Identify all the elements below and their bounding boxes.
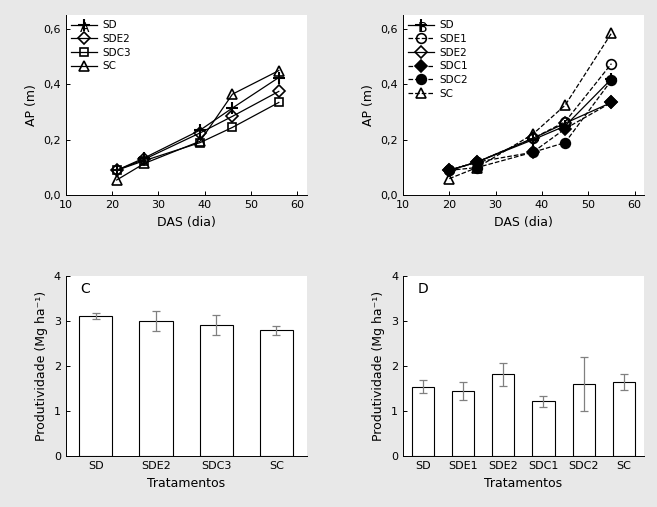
Y-axis label: AP (m): AP (m) (25, 84, 37, 126)
Line: SD: SD (443, 74, 617, 176)
SC (561, 102, 569, 108)
SDE2 (608, 99, 616, 105)
Line: SDE2: SDE2 (445, 98, 616, 174)
SDC1 (529, 149, 537, 155)
SC (229, 91, 237, 97)
Y-axis label: AP (m): AP (m) (362, 84, 375, 126)
Text: A: A (80, 21, 89, 34)
SDC1 (608, 99, 616, 105)
SC (275, 67, 283, 74)
Line: SDC1: SDC1 (445, 98, 616, 174)
SDC2 (608, 77, 616, 83)
Text: D: D (417, 282, 428, 296)
Bar (532, 402, 555, 456)
Legend: SD, SDE2, SDC3, SC: SD, SDE2, SDC3, SC (69, 18, 133, 74)
SC (113, 177, 121, 183)
Bar (613, 382, 635, 456)
SC (445, 175, 453, 182)
SDE2 (196, 130, 204, 136)
SDC1 (473, 159, 481, 165)
SDC2 (561, 139, 569, 146)
SDC3 (196, 139, 204, 146)
SC (529, 131, 537, 137)
SDC2 (445, 167, 453, 173)
SDE1 (561, 119, 569, 125)
SD (529, 137, 537, 143)
SD (141, 155, 148, 161)
SDC1 (445, 167, 453, 173)
Line: SDC3: SDC3 (112, 98, 283, 174)
Bar (79, 316, 112, 456)
Line: SC: SC (112, 66, 284, 185)
SDE1 (445, 167, 453, 173)
Bar (260, 330, 293, 456)
SDE1 (529, 135, 537, 141)
Line: SC: SC (444, 28, 616, 184)
SD (561, 123, 569, 129)
Line: SDC2: SDC2 (444, 76, 616, 175)
SDC3 (275, 99, 283, 105)
SDE2 (561, 120, 569, 126)
SD (113, 167, 121, 173)
X-axis label: DAS (dia): DAS (dia) (157, 215, 215, 229)
SD (445, 167, 453, 173)
X-axis label: Tratamentos: Tratamentos (147, 477, 225, 490)
Line: SD: SD (111, 72, 284, 176)
SDE2 (473, 159, 481, 165)
Y-axis label: Produtividade (Mg ha⁻¹): Produtividade (Mg ha⁻¹) (35, 291, 48, 442)
Bar (452, 391, 474, 456)
SDE2 (113, 167, 121, 173)
SD (608, 76, 616, 82)
SDE1 (473, 159, 481, 165)
Text: C: C (80, 282, 90, 296)
SDC3 (113, 167, 121, 173)
Text: B: B (417, 21, 427, 34)
X-axis label: DAS (dia): DAS (dia) (494, 215, 553, 229)
SC (473, 164, 481, 170)
Bar (200, 325, 233, 456)
SDC3 (229, 124, 237, 130)
SDC2 (529, 149, 537, 155)
SD (229, 105, 237, 111)
SC (141, 160, 148, 166)
Line: SDE1: SDE1 (444, 59, 616, 175)
SD (196, 127, 204, 133)
SDC1 (561, 126, 569, 132)
SDE2 (445, 167, 453, 173)
Bar (573, 384, 595, 456)
SDE2 (229, 113, 237, 119)
SDE1 (608, 61, 616, 67)
SC (608, 30, 616, 37)
SDE2 (529, 135, 537, 141)
Bar (492, 374, 514, 456)
Line: SDE2: SDE2 (112, 87, 283, 174)
SDE2 (141, 156, 148, 162)
Y-axis label: Produtividade (Mg ha⁻¹): Produtividade (Mg ha⁻¹) (373, 291, 386, 442)
SDC2 (473, 164, 481, 170)
SD (275, 75, 283, 81)
SDE2 (275, 88, 283, 94)
Legend: SD, SDE1, SDE2, SDC1, SDC2, SC: SD, SDE1, SDE2, SDC1, SDC2, SC (406, 18, 470, 101)
Bar (412, 386, 434, 456)
SD (473, 159, 481, 165)
SDC3 (141, 158, 148, 164)
SC (196, 138, 204, 144)
Bar (139, 321, 173, 456)
X-axis label: Tratamentos: Tratamentos (484, 477, 562, 490)
